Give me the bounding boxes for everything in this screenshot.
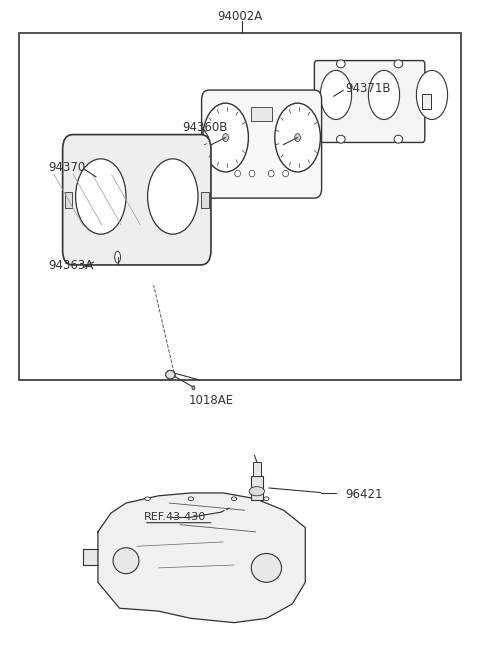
Text: 1018AE: 1018AE xyxy=(189,394,234,407)
Bar xyxy=(202,192,209,208)
Ellipse shape xyxy=(416,71,447,119)
Ellipse shape xyxy=(283,170,288,177)
Ellipse shape xyxy=(336,60,345,68)
Bar xyxy=(253,462,261,476)
Ellipse shape xyxy=(75,159,126,234)
Ellipse shape xyxy=(369,71,399,119)
Bar xyxy=(422,94,431,109)
Ellipse shape xyxy=(192,386,195,390)
Bar xyxy=(308,94,317,109)
Ellipse shape xyxy=(336,136,345,143)
Ellipse shape xyxy=(115,252,120,263)
Bar xyxy=(64,192,72,208)
Ellipse shape xyxy=(275,103,321,172)
Ellipse shape xyxy=(203,103,249,172)
Ellipse shape xyxy=(145,497,150,500)
Polygon shape xyxy=(98,493,305,623)
Text: 94363A: 94363A xyxy=(48,259,93,272)
FancyBboxPatch shape xyxy=(62,134,211,265)
Ellipse shape xyxy=(252,553,281,582)
Ellipse shape xyxy=(113,548,139,574)
Ellipse shape xyxy=(166,371,175,379)
Ellipse shape xyxy=(249,170,255,177)
Ellipse shape xyxy=(321,71,351,119)
Ellipse shape xyxy=(223,134,228,141)
Text: 94370: 94370 xyxy=(48,160,85,174)
Ellipse shape xyxy=(249,487,264,496)
Text: 94360B: 94360B xyxy=(182,121,228,134)
Ellipse shape xyxy=(188,497,193,500)
FancyBboxPatch shape xyxy=(314,61,425,143)
Bar xyxy=(19,33,461,380)
Polygon shape xyxy=(83,549,98,565)
Text: 96421: 96421 xyxy=(346,488,383,501)
Ellipse shape xyxy=(268,170,274,177)
Ellipse shape xyxy=(295,134,300,141)
Text: 94002A: 94002A xyxy=(217,10,263,23)
Bar xyxy=(251,476,263,500)
Ellipse shape xyxy=(235,170,240,177)
Bar xyxy=(251,107,272,121)
Text: 94371B: 94371B xyxy=(346,82,391,95)
Ellipse shape xyxy=(394,136,403,143)
Text: REF.43-430: REF.43-430 xyxy=(144,512,206,523)
FancyBboxPatch shape xyxy=(202,90,322,198)
Ellipse shape xyxy=(264,497,269,500)
Ellipse shape xyxy=(231,497,237,500)
Ellipse shape xyxy=(148,159,198,234)
Ellipse shape xyxy=(394,60,403,68)
